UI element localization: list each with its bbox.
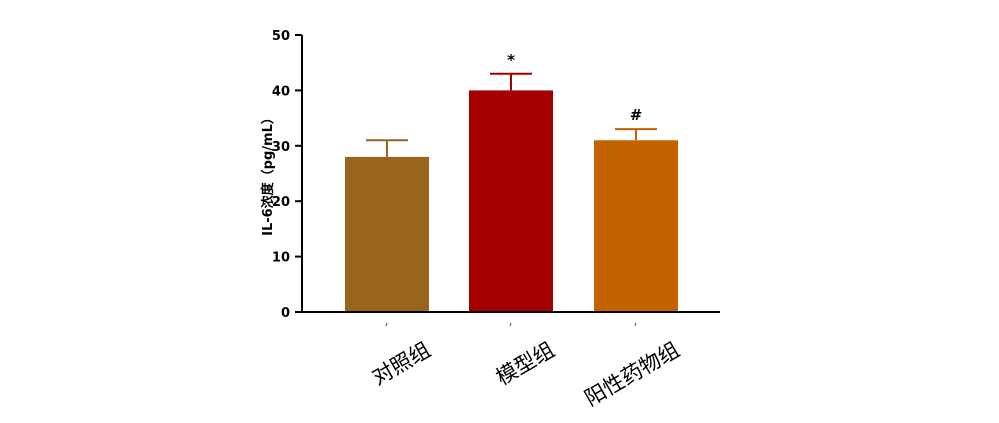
bar	[594, 140, 678, 312]
y-tick-label: 50	[272, 29, 290, 44]
y-tick-label: 20	[272, 195, 290, 210]
bar	[469, 90, 553, 313]
y-axis-ticks: 0 10 20 30 40 50	[272, 29, 302, 321]
bars-group	[345, 90, 678, 313]
x-tick	[634, 322, 637, 327]
y-tick-label: 0	[281, 306, 290, 321]
y-tick-label: 10	[272, 251, 290, 266]
significance-marker: *	[507, 51, 515, 69]
y-axis-label: IL-6浓度（pg/mL）	[260, 111, 276, 236]
error-bars-group	[366, 72, 657, 327]
category-labels-group: 对照组 模型组 阳性药物组	[368, 338, 684, 411]
x-tick	[509, 322, 512, 327]
category-label: 阳性药物组	[581, 338, 684, 411]
x-tick	[385, 322, 388, 327]
y-tick-label: 30	[272, 140, 290, 155]
bar	[345, 156, 429, 312]
category-label: 模型组	[492, 338, 559, 390]
y-tick-label: 40	[272, 84, 290, 99]
annotations-group: *#	[507, 51, 642, 124]
category-label: 对照组	[368, 338, 435, 390]
significance-marker: #	[630, 106, 643, 124]
